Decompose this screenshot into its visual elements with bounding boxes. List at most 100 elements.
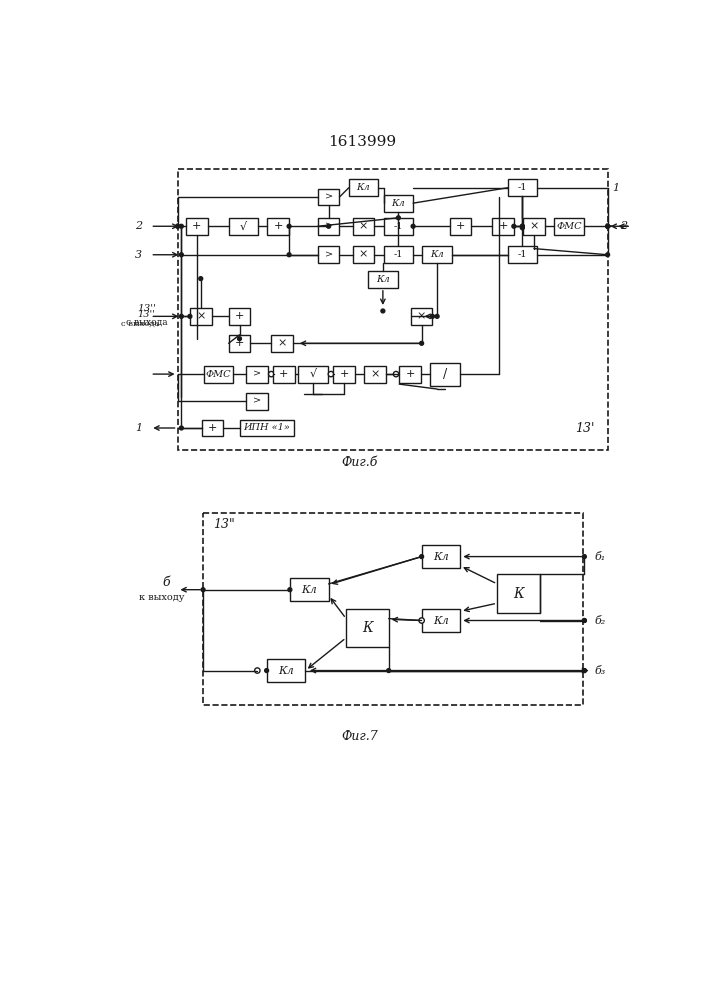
Text: /: / bbox=[443, 368, 447, 381]
Circle shape bbox=[180, 314, 183, 318]
Text: +: + bbox=[339, 369, 349, 379]
Bar bbox=[346, 609, 389, 647]
Bar bbox=[411, 308, 433, 325]
Text: ИПН «1»: ИПН «1» bbox=[243, 424, 290, 432]
Bar bbox=[430, 363, 460, 386]
Circle shape bbox=[381, 309, 385, 313]
Text: Кл: Кл bbox=[301, 585, 317, 595]
Text: 2: 2 bbox=[619, 221, 626, 231]
Bar bbox=[384, 195, 413, 212]
Text: +: + bbox=[192, 221, 201, 231]
Circle shape bbox=[411, 224, 415, 228]
Text: +: + bbox=[208, 423, 217, 433]
Bar bbox=[228, 218, 258, 235]
Text: +: + bbox=[456, 221, 465, 231]
Text: Кл: Кл bbox=[392, 199, 405, 208]
Bar bbox=[508, 246, 537, 263]
Bar bbox=[267, 659, 305, 682]
Circle shape bbox=[327, 224, 331, 228]
Bar bbox=[384, 246, 413, 263]
Bar bbox=[177, 169, 607, 450]
Circle shape bbox=[606, 224, 609, 228]
Text: ×: × bbox=[277, 338, 287, 348]
Circle shape bbox=[199, 277, 203, 281]
Text: Кл: Кл bbox=[278, 666, 294, 676]
Text: 1: 1 bbox=[612, 183, 619, 193]
Bar bbox=[492, 218, 514, 235]
Text: с выхода: с выхода bbox=[126, 317, 168, 326]
Text: Кл: Кл bbox=[376, 275, 390, 284]
Text: -1: -1 bbox=[394, 222, 403, 231]
Text: 1613999: 1613999 bbox=[328, 135, 396, 149]
Circle shape bbox=[583, 669, 586, 672]
Circle shape bbox=[287, 253, 291, 257]
Bar bbox=[298, 366, 328, 383]
Text: к выходу: к выходу bbox=[139, 593, 185, 602]
Text: ФМС: ФМС bbox=[206, 370, 231, 379]
Text: >: > bbox=[325, 192, 333, 202]
Text: -1: -1 bbox=[518, 183, 527, 192]
Circle shape bbox=[606, 224, 609, 228]
Bar bbox=[421, 545, 460, 568]
Text: >: > bbox=[253, 397, 262, 406]
Bar bbox=[523, 218, 545, 235]
Circle shape bbox=[188, 314, 192, 318]
Circle shape bbox=[583, 555, 586, 559]
Circle shape bbox=[238, 337, 241, 341]
Circle shape bbox=[255, 668, 260, 673]
Text: Кл: Кл bbox=[356, 183, 370, 192]
Text: -1: -1 bbox=[394, 250, 403, 259]
Circle shape bbox=[606, 253, 609, 257]
Bar bbox=[186, 218, 208, 235]
Circle shape bbox=[180, 253, 183, 257]
Circle shape bbox=[201, 588, 205, 592]
Text: +: + bbox=[498, 221, 508, 231]
Text: ×: × bbox=[359, 250, 368, 260]
Bar bbox=[203, 513, 583, 705]
Bar bbox=[333, 366, 355, 383]
Bar bbox=[317, 189, 339, 205]
Text: >: > bbox=[253, 370, 262, 379]
Text: б₃: б₃ bbox=[595, 666, 605, 676]
Bar bbox=[317, 218, 339, 235]
Text: К: К bbox=[362, 621, 373, 635]
Text: √: √ bbox=[310, 369, 317, 379]
Circle shape bbox=[583, 619, 586, 622]
Circle shape bbox=[397, 216, 400, 220]
Text: ×: × bbox=[370, 369, 380, 379]
Text: ×: × bbox=[196, 311, 206, 321]
Text: >: > bbox=[325, 250, 333, 259]
Text: Фиг.7: Фиг.7 bbox=[341, 730, 378, 742]
Circle shape bbox=[583, 669, 586, 672]
Text: Кл: Кл bbox=[433, 615, 449, 626]
Circle shape bbox=[420, 341, 423, 345]
Bar bbox=[190, 308, 211, 325]
Circle shape bbox=[583, 619, 586, 622]
Text: 3: 3 bbox=[135, 250, 142, 260]
Bar bbox=[228, 335, 250, 352]
Text: б₂: б₂ bbox=[595, 615, 605, 626]
Bar bbox=[353, 218, 374, 235]
Circle shape bbox=[328, 371, 334, 377]
Circle shape bbox=[264, 669, 269, 672]
Bar bbox=[317, 246, 339, 263]
Circle shape bbox=[288, 588, 292, 592]
Circle shape bbox=[436, 314, 439, 318]
Bar bbox=[247, 393, 268, 410]
Circle shape bbox=[180, 426, 183, 430]
Bar bbox=[240, 420, 293, 436]
Text: К: К bbox=[513, 587, 524, 601]
Text: -1: -1 bbox=[518, 250, 527, 259]
Bar bbox=[271, 335, 293, 352]
Circle shape bbox=[420, 555, 423, 559]
Circle shape bbox=[419, 618, 424, 623]
Text: б₁: б₁ bbox=[595, 552, 605, 562]
Text: Кл: Кл bbox=[431, 250, 444, 259]
Text: 13'': 13'' bbox=[137, 304, 156, 313]
Bar bbox=[554, 218, 583, 235]
Text: б: б bbox=[162, 576, 170, 588]
Text: Фиг.б: Фиг.б bbox=[341, 456, 378, 469]
Text: 1: 1 bbox=[135, 423, 142, 433]
Bar bbox=[508, 179, 537, 196]
Bar bbox=[422, 246, 452, 263]
